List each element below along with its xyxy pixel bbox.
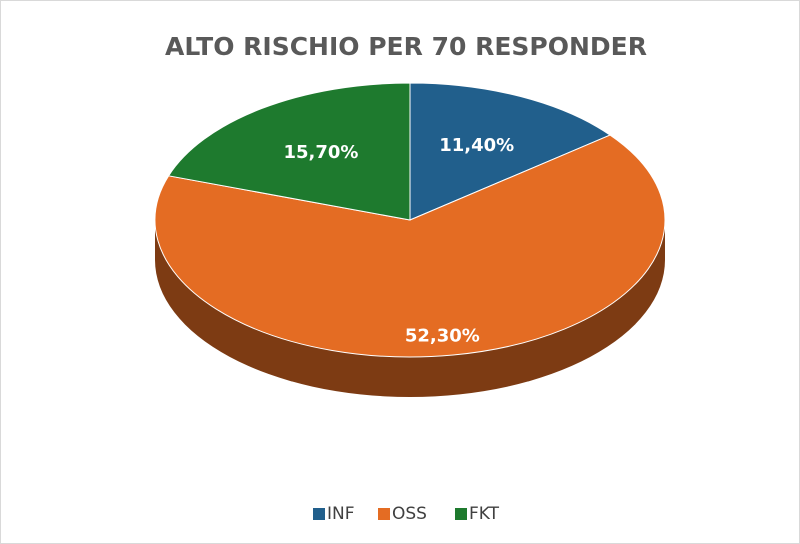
slice: [409, 82, 612, 221]
legend-swatch: [455, 508, 467, 520]
slice: [154, 134, 666, 358]
value-label: 15,70%: [283, 142, 358, 163]
value-label: 52,30%: [405, 325, 480, 346]
slice: [167, 82, 411, 221]
legend-label: INF: [327, 504, 355, 524]
legend-label: FKT: [469, 504, 500, 524]
chart-title: ALTO RISCHIO PER 70 RESPONDER: [165, 32, 647, 61]
legend-swatch: [313, 508, 325, 520]
slice-side: [155, 220, 665, 397]
legend-label: OSS: [392, 504, 427, 524]
value-label: 11,40%: [439, 135, 514, 156]
legend-swatch: [378, 508, 390, 520]
